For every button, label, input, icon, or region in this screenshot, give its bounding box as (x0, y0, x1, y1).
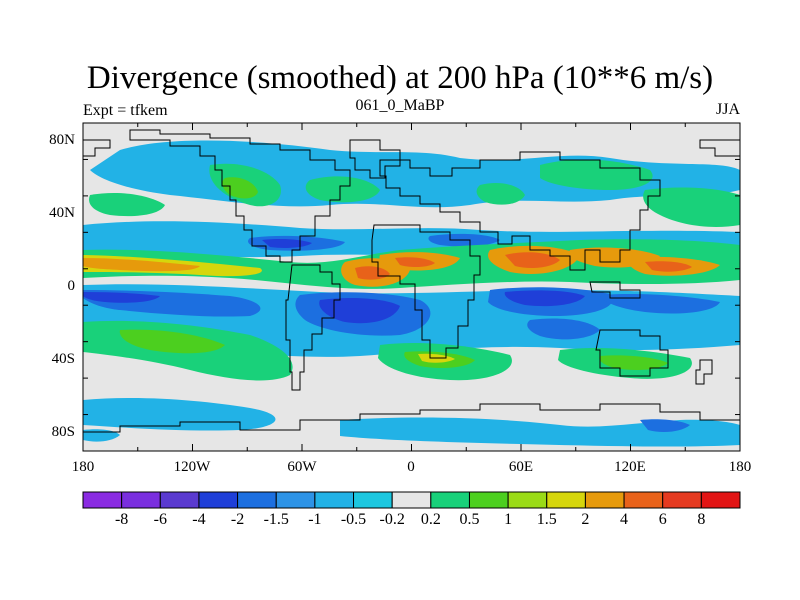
colorbar-swatch (82, 491, 123, 509)
coastline-indonesia (589, 281, 641, 299)
colorbar-label: -4 (192, 511, 206, 528)
colorbar-swatch (430, 491, 470, 509)
colorbar-label: 2 (581, 511, 590, 528)
lon-label-60e: 60E (508, 459, 534, 475)
run-label: 061_0_MaBP (355, 97, 445, 114)
lon-label-0: 0 (407, 459, 415, 475)
coastline-arctic-islands (83, 139, 111, 157)
lat-label-40n: 40N (49, 205, 75, 221)
colorbar-label: 1.5 (536, 511, 557, 528)
contour-band (119, 329, 225, 354)
colorbar-swatch (468, 491, 509, 509)
contour-band (640, 419, 690, 433)
lon-label-60w: 60W (287, 459, 317, 475)
lon-label-180w: 180 (71, 459, 95, 475)
lat-label-0: 0 (67, 278, 76, 294)
colorbar (82, 491, 741, 509)
contour-band (340, 417, 740, 447)
map-field (83, 123, 740, 451)
axis-ticks (82, 122, 741, 452)
coastline-antarctica (83, 403, 740, 433)
contour-band (599, 355, 668, 371)
coastlines (83, 129, 740, 433)
colorbar-swatch (662, 491, 702, 509)
contour-band (222, 177, 258, 199)
colorbar-swatch (198, 491, 239, 509)
lat-label-80s: 80S (51, 424, 75, 440)
coastline-north-america (129, 129, 351, 263)
colorbar-label: 1 (504, 511, 513, 528)
experiment-label: Expt = tfkem (83, 102, 168, 119)
colorbar-label: -0.2 (379, 511, 405, 528)
contour-band (527, 318, 600, 340)
colorbar-swatch (353, 491, 393, 509)
colorbar-swatch (623, 491, 664, 509)
colorbar-swatch (584, 491, 625, 509)
contour-band (504, 290, 585, 307)
colorbar-label: 8 (697, 511, 706, 528)
contour-band (600, 293, 720, 314)
colorbar-label: 0.5 (459, 511, 480, 528)
contour-band (540, 159, 653, 190)
contour-band (319, 298, 400, 324)
coastline-south-america (285, 264, 341, 391)
colorbar-swatch (121, 491, 161, 509)
lon-label-120e: 120E (614, 459, 646, 475)
colorbar-swatch (159, 491, 200, 509)
coastline-new-zealand (695, 359, 713, 385)
lat-label-80n: 80N (49, 132, 75, 148)
contour-band (476, 183, 525, 205)
colorbar-swatch (391, 491, 432, 509)
colorbar-label: -0.5 (340, 511, 367, 528)
coastline-eurasia (379, 151, 661, 271)
contour-band (89, 193, 165, 217)
colorbar-label: -8 (114, 511, 129, 528)
colorbar-label: -1.5 (263, 511, 289, 528)
colorbar-label: 4 (620, 511, 629, 528)
colorbar-swatch (237, 491, 277, 509)
plot-title: Divergence (smoothed) at 200 hPa (10**6 … (86, 60, 714, 96)
coastline-australia (595, 329, 669, 377)
lon-label-180e: 180 (728, 459, 752, 475)
contour-band (305, 176, 380, 203)
colorbar-label: 6 (658, 511, 667, 528)
colorbar-label: 0.2 (420, 511, 441, 528)
colorbar-swatch (700, 491, 741, 509)
contour-band (645, 261, 692, 272)
coastline-greenland (349, 139, 401, 179)
colorbar-swatch (507, 491, 548, 509)
contour-band (643, 187, 740, 227)
colorbar-swatch (314, 491, 355, 509)
coastline-arctic-islands (699, 139, 740, 157)
colorbar-swatch (546, 491, 586, 509)
contour-band (505, 252, 560, 268)
contour-band (83, 292, 160, 303)
lon-label-120w: 120W (173, 459, 211, 475)
season-label: JJA (715, 101, 740, 118)
coastline-africa (371, 224, 481, 359)
contour-band (83, 258, 200, 272)
lat-label-40s: 40S (51, 351, 75, 367)
colorbar-label: -2 (230, 511, 245, 528)
colorbar-label: -6 (153, 511, 167, 528)
colorbar-label: -1 (308, 511, 322, 528)
colorbar-swatch (275, 491, 316, 509)
contour-band (395, 257, 435, 268)
